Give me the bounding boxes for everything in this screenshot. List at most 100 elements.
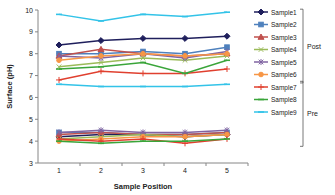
marker	[182, 53, 188, 58]
marker	[182, 140, 188, 146]
marker	[57, 129, 62, 135]
chart: 34567891012345Sample PositionSurface (pH…	[0, 0, 335, 195]
marker	[99, 127, 104, 133]
y-tick-label: 8	[29, 50, 33, 57]
legend-marker	[259, 72, 264, 77]
legend-marker	[258, 9, 264, 15]
legend-label: Sample1	[271, 9, 297, 17]
y-tick	[35, 10, 38, 11]
y-tick-label: 5	[29, 116, 33, 123]
marker	[56, 14, 62, 16]
x-tick-label: 1	[57, 167, 61, 174]
x-tick	[248, 163, 249, 166]
y-tick	[35, 31, 38, 32]
y-tick-label: 6	[29, 94, 33, 101]
series-line	[59, 139, 227, 143]
x-tick	[80, 163, 81, 166]
marker	[57, 58, 62, 63]
marker	[57, 137, 62, 142]
legend-label: Sample6	[271, 71, 297, 79]
marker	[56, 68, 62, 70]
legend-label: Sample8	[271, 96, 297, 104]
marker	[183, 134, 188, 139]
marker	[98, 138, 104, 144]
y-axis-label: Surface (pH)	[5, 64, 14, 109]
series-line	[59, 84, 227, 86]
group-label: Pre	[307, 110, 318, 117]
y-tick-label: 3	[29, 160, 33, 167]
marker	[224, 138, 230, 140]
series-line	[59, 60, 227, 73]
series-line	[59, 69, 227, 80]
legend-label: Sample5	[271, 59, 297, 67]
marker	[183, 54, 188, 59]
marker	[56, 84, 62, 86]
legend-line	[254, 99, 268, 101]
marker	[141, 51, 146, 57]
legend-label: Sample9	[271, 109, 297, 117]
legend-label: Sample2	[271, 21, 297, 29]
x-tick-label: 3	[141, 167, 145, 174]
x-tick	[164, 163, 165, 166]
marker	[182, 73, 188, 75]
legend-marker	[258, 111, 264, 113]
y-tick	[35, 119, 38, 120]
marker	[98, 86, 104, 88]
legend-marker	[259, 47, 264, 52]
marker	[182, 86, 188, 88]
y-tick-label: 9	[29, 28, 33, 35]
x-tick	[206, 163, 207, 166]
marker	[98, 38, 104, 44]
x-tick-label: 5	[225, 167, 229, 174]
marker	[182, 70, 188, 76]
marker	[99, 54, 104, 59]
y-axis	[38, 10, 39, 163]
marker	[141, 51, 146, 56]
marker	[224, 136, 230, 142]
marker	[224, 33, 230, 39]
legend-line	[254, 111, 268, 113]
legend-label: Sample4	[271, 46, 297, 54]
marker	[140, 51, 146, 56]
series-line	[59, 36, 227, 45]
marker	[224, 66, 230, 72]
marker	[56, 136, 62, 142]
y-tick	[35, 141, 38, 142]
y-tick	[35, 53, 38, 54]
marker	[98, 20, 104, 22]
marker	[98, 46, 104, 51]
marker	[98, 66, 104, 68]
y-tick-label: 10	[25, 7, 33, 14]
marker	[98, 143, 104, 145]
marker	[224, 11, 230, 13]
marker	[140, 14, 146, 16]
marker	[183, 134, 188, 139]
legend-marker	[259, 22, 264, 27]
marker	[56, 140, 62, 142]
marker	[140, 70, 146, 76]
legend-marker	[259, 59, 264, 65]
marker	[140, 62, 146, 64]
marker	[140, 140, 146, 142]
group-label: Post	[307, 43, 321, 50]
marker	[98, 68, 104, 74]
legend-marker	[258, 34, 264, 39]
marker	[224, 59, 230, 61]
marker	[140, 136, 146, 142]
y-tick	[35, 75, 38, 76]
legend-marker	[258, 84, 264, 90]
legend-label: Sample3	[271, 34, 297, 42]
legend-label: Sample7	[271, 84, 297, 92]
group-bracket	[300, 81, 303, 146]
marker	[140, 86, 146, 88]
plot-area	[56, 12, 230, 146]
group-bracket	[300, 9, 303, 83]
x-axis	[38, 163, 248, 164]
y-tick	[35, 97, 38, 98]
marker	[56, 42, 62, 48]
x-tick	[122, 163, 123, 166]
marker	[182, 35, 188, 41]
y-tick-label: 4	[29, 138, 33, 145]
marker	[182, 16, 188, 18]
marker	[140, 35, 146, 41]
